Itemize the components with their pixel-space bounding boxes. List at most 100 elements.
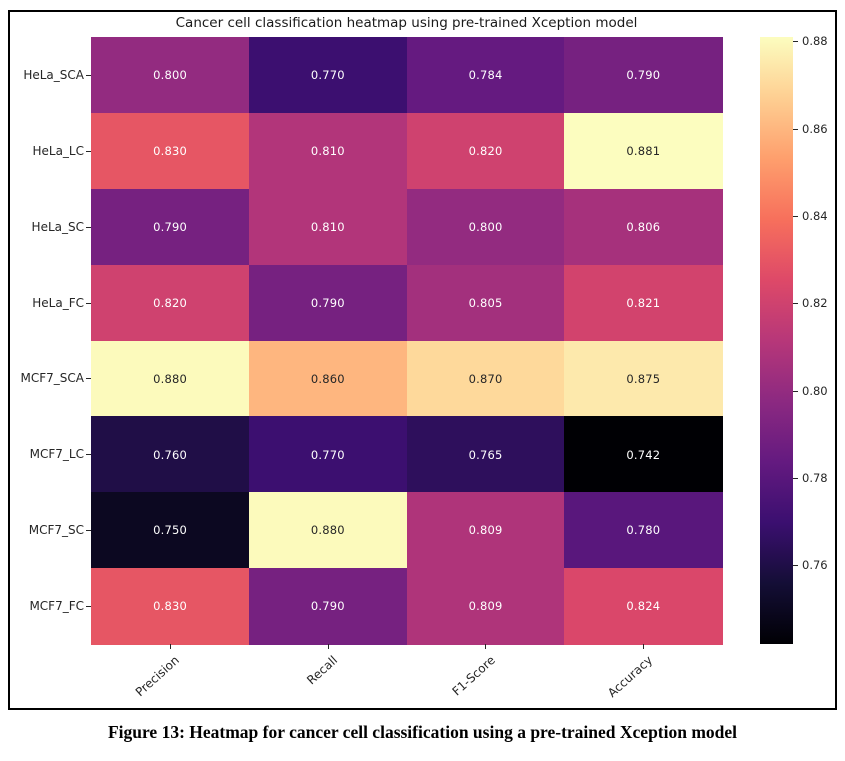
- cell-value: 0.790: [310, 599, 345, 614]
- y-axis-tick: [86, 226, 91, 228]
- cell-value: 0.820: [468, 144, 503, 159]
- heatmap-cell: 0.821: [564, 264, 723, 341]
- cell-value: 0.860: [310, 371, 345, 386]
- heatmap-cell: 0.780: [564, 492, 723, 569]
- heatmap-cell: 0.830: [91, 112, 250, 190]
- colorbar-tick-label: 0.78: [802, 471, 828, 486]
- heatmap-cell: 0.770: [248, 37, 407, 114]
- cell-value: 0.880: [310, 523, 345, 538]
- colorbar-tick-label: 0.86: [802, 121, 828, 136]
- y-axis-label: MCF7_SCA: [20, 371, 84, 386]
- cell-value: 0.809: [468, 599, 503, 614]
- x-axis-tick: [169, 644, 171, 649]
- heatmap-cell: 0.880: [248, 492, 407, 569]
- cell-value: 0.770: [310, 447, 345, 462]
- colorbar-tick: [793, 41, 798, 43]
- cell-value: 0.875: [626, 371, 661, 386]
- cell-value: 0.810: [310, 219, 345, 234]
- cell-value: 0.784: [468, 68, 503, 83]
- cell-value: 0.809: [468, 523, 503, 538]
- y-axis-tick: [86, 606, 91, 608]
- cell-value: 0.830: [153, 144, 188, 159]
- heatmap-cell: 0.810: [248, 112, 407, 190]
- heatmap-cell: 0.820: [406, 112, 565, 190]
- x-axis-tick: [327, 644, 329, 649]
- heatmap-cell: 0.830: [91, 568, 250, 645]
- colorbar-tick: [793, 303, 798, 305]
- heatmap-cell: 0.860: [248, 340, 407, 417]
- cell-value: 0.870: [468, 371, 503, 386]
- y-axis-tick: [86, 150, 91, 152]
- y-axis-tick: [86, 74, 91, 76]
- colorbar-tick-label: 0.88: [802, 34, 828, 49]
- heatmap-cell: 0.809: [406, 492, 565, 569]
- heatmap-cell: 0.800: [406, 188, 565, 266]
- cell-value: 0.742: [626, 447, 661, 462]
- cell-value: 0.830: [153, 599, 188, 614]
- x-axis-tick: [643, 644, 645, 649]
- cell-value: 0.820: [153, 295, 188, 310]
- colorbar-tick-label: 0.84: [802, 209, 828, 224]
- colorbar-tick: [793, 390, 798, 392]
- heatmap-cell: 0.800: [91, 37, 250, 114]
- cell-value: 0.810: [310, 144, 345, 159]
- y-axis-label: HeLa_SCA: [23, 67, 84, 82]
- cell-value: 0.800: [468, 219, 503, 234]
- heatmap-cell: 0.765: [406, 416, 565, 493]
- colorbar-gradient: [760, 37, 793, 644]
- cell-value: 0.770: [310, 68, 345, 83]
- heatmap-cell: 0.810: [248, 188, 407, 266]
- heatmap-cell: 0.750: [91, 492, 250, 569]
- colorbar-tick: [793, 216, 798, 218]
- y-axis-label: MCF7_FC: [29, 599, 84, 614]
- cell-value: 0.750: [153, 523, 188, 538]
- cell-value: 0.821: [626, 295, 661, 310]
- y-axis-tick: [86, 454, 91, 456]
- x-axis-tick: [485, 644, 487, 649]
- heatmap-cell: 0.870: [406, 340, 565, 417]
- heatmap-cell: 0.790: [91, 188, 250, 266]
- cell-value: 0.805: [468, 295, 503, 310]
- heatmap-cell: 0.742: [564, 416, 723, 493]
- heatmap-cell: 0.820: [91, 264, 250, 341]
- heatmap-cell: 0.770: [248, 416, 407, 493]
- heatmap-cell: 0.790: [564, 37, 723, 114]
- heatmap-cell: 0.875: [564, 340, 723, 417]
- y-axis-tick: [86, 302, 91, 304]
- cell-value: 0.765: [468, 447, 503, 462]
- colorbar-tick-label: 0.82: [802, 296, 828, 311]
- heatmap-cell: 0.806: [564, 188, 723, 266]
- y-axis-tick: [86, 530, 91, 532]
- heatmap-cell: 0.805: [406, 264, 565, 341]
- y-axis-label: MCF7_SC: [28, 523, 84, 538]
- figure-caption: Figure 13: Heatmap for cancer cell class…: [107, 722, 738, 742]
- cell-value: 0.880: [153, 371, 188, 386]
- cell-value: 0.790: [626, 68, 661, 83]
- cell-value: 0.806: [626, 219, 661, 234]
- colorbar-tick: [793, 565, 798, 567]
- cell-value: 0.790: [310, 295, 345, 310]
- heatmap-cell: 0.881: [564, 112, 723, 190]
- colorbar-tick: [793, 478, 798, 480]
- heatmap-cell: 0.824: [564, 568, 723, 645]
- y-axis-label: HeLa_LC: [32, 143, 84, 158]
- y-axis-label: HeLa_SC: [31, 219, 84, 234]
- colorbar-tick-label: 0.80: [802, 383, 828, 398]
- heatmap-cell: 0.760: [91, 416, 250, 493]
- y-axis-label: MCF7_LC: [29, 447, 84, 462]
- heatmap-cell: 0.790: [248, 568, 407, 645]
- colorbar-tick: [793, 128, 798, 130]
- cell-value: 0.824: [626, 599, 661, 614]
- heatmap-cell: 0.784: [406, 37, 565, 114]
- heatmap-cell: 0.880: [91, 340, 250, 417]
- cell-value: 0.780: [626, 523, 661, 538]
- colorbar-tick-label: 0.76: [802, 558, 828, 573]
- cell-value: 0.790: [153, 219, 188, 234]
- heatmap-cell: 0.790: [248, 264, 407, 341]
- heatmap-cell: 0.809: [406, 568, 565, 645]
- chart-title: Cancer cell classification heatmap using…: [175, 15, 638, 31]
- y-axis-label: HeLa_FC: [32, 295, 84, 310]
- cell-value: 0.881: [626, 144, 661, 159]
- cell-value: 0.760: [153, 447, 188, 462]
